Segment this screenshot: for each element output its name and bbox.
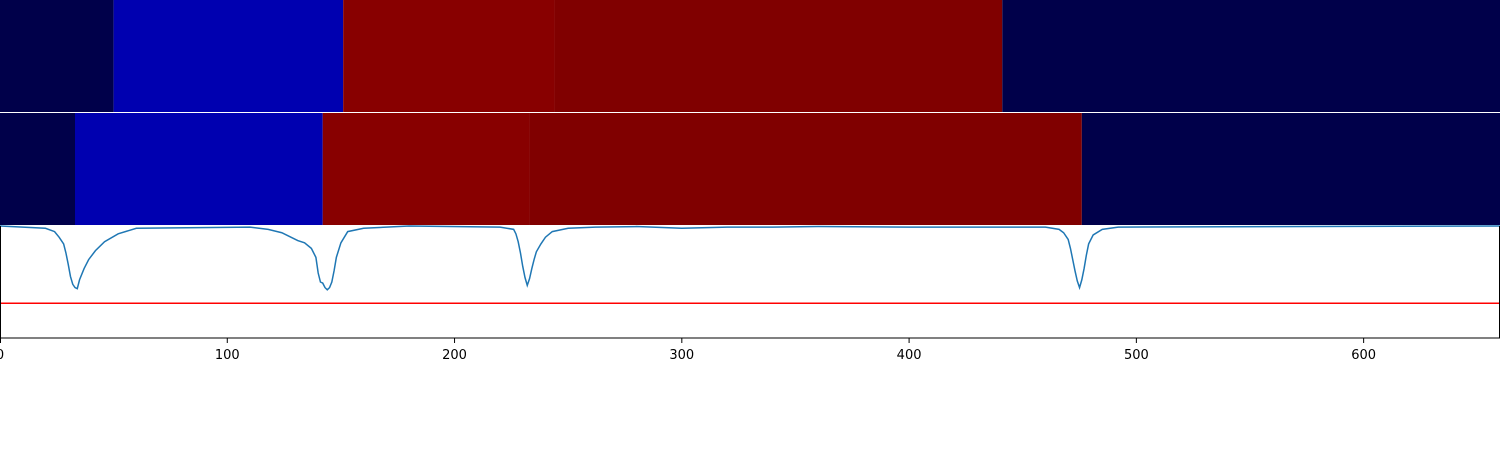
heatmap-segment-2-5	[1081, 113, 1500, 225]
heatmap-panel-middle	[0, 112, 1500, 225]
heatmap-segment-2-4	[529, 113, 1082, 225]
heatmap-panel-top	[0, 0, 1500, 112]
line-panel-background	[0, 226, 1500, 338]
x-tick-label-500: 500	[1124, 348, 1149, 363]
heatmap-segment-2-2	[75, 113, 323, 225]
heatmap-segment-2-3	[322, 113, 530, 225]
heatmap-segment-1-2	[113, 0, 344, 112]
x-tick-label-0: 0	[0, 348, 4, 363]
heatmap-segment-1-3	[343, 0, 555, 112]
x-tick-label-200: 200	[442, 348, 467, 363]
line-panel-bottom	[0, 225, 1500, 339]
x-axis: 0 100 200 300 400 500 600	[0, 338, 1376, 363]
x-tick-label-600: 600	[1351, 348, 1376, 363]
line-series-1	[0, 225, 1500, 291]
x-tick-label-300: 300	[669, 348, 694, 363]
heatmap-segment-1-4	[554, 0, 1003, 112]
heatmap-segment-1-1	[0, 0, 114, 112]
heatmap-segment-2-1	[0, 113, 75, 225]
heatmap-segment-1-5	[1002, 0, 1500, 112]
x-tick-label-100: 100	[215, 348, 240, 363]
x-tick-label-400: 400	[897, 348, 922, 363]
